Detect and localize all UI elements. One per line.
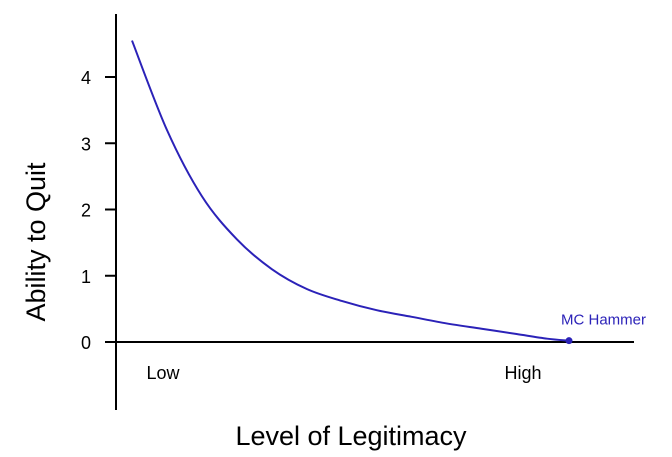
series-layer <box>132 41 569 341</box>
annotation-point-0 <box>566 337 573 344</box>
y-tick-label-4: 4 <box>81 68 91 88</box>
y-tick-label-3: 3 <box>81 134 91 154</box>
y-ticks-layer: 0 1 2 3 4 <box>81 68 116 353</box>
annotation-label-0: MC Hammer <box>561 312 646 329</box>
annotation-layer: MC Hammer <box>561 312 646 345</box>
x-level-label-high: High <box>504 363 541 383</box>
y-tick-label-1: 1 <box>81 267 91 287</box>
y-tick-label-2: 2 <box>81 201 91 221</box>
x-level-label-low: Low <box>146 363 180 383</box>
y-axis-title: Ability to Quit <box>21 162 51 322</box>
y-tick-label-0: 0 <box>81 333 91 353</box>
axes-layer <box>108 14 634 410</box>
x-axis-title: Level of Legitimacy <box>235 421 467 451</box>
legitimacy-curve-line-0 <box>132 41 569 341</box>
x-level-layer: Low High <box>146 363 541 383</box>
